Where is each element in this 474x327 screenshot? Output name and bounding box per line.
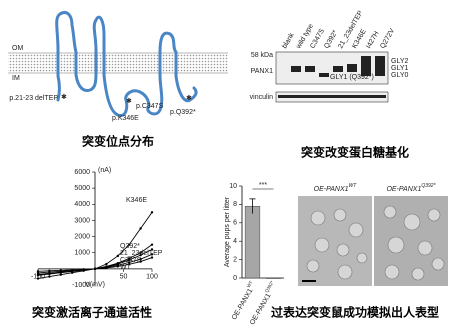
band-label: GLY0	[391, 72, 408, 79]
panx1-topology	[55, 11, 198, 118]
point	[82, 268, 85, 271]
caption: 突变位点分布	[82, 134, 154, 149]
loading-label: vinculin	[250, 94, 273, 101]
mouse-images: OE-PANX1WT OE-PANX1Q392* 过表达突变鼠成功模拟出人表型	[271, 183, 448, 320]
point	[116, 254, 120, 258]
point	[128, 243, 131, 246]
y-tick-label: 2000	[74, 233, 90, 240]
point	[128, 263, 131, 266]
bar	[265, 277, 282, 279]
y-tick-label: 3000	[74, 217, 90, 224]
series-label: Q392*	[120, 243, 140, 250]
y-tick-label: 6000	[74, 169, 90, 176]
y-axis-label: Average pups per litter	[224, 196, 231, 267]
mutation-label: p.21-23 delTEP	[9, 95, 58, 102]
marker-label: 58 kDa	[251, 52, 273, 59]
point	[105, 262, 108, 266]
y-tick-label: 4000	[74, 201, 90, 208]
im-label: IM	[12, 75, 20, 82]
point	[116, 265, 120, 268]
series-label: C347S	[120, 257, 142, 264]
point	[36, 277, 40, 280]
mutation-label: p.C347S	[136, 103, 164, 110]
mutation-label: p.Q392*	[170, 109, 196, 116]
point	[48, 269, 51, 272]
x-tick-label: 100	[146, 274, 158, 281]
category-name: OE-PANX1	[231, 287, 255, 321]
series-label: WT	[120, 264, 132, 271]
y-tick-label: 10	[229, 183, 237, 190]
point	[139, 253, 142, 257]
point	[150, 256, 154, 259]
point	[105, 266, 108, 270]
point	[36, 270, 40, 273]
band-label: GLY1	[391, 65, 408, 72]
category-superscript: Q392*	[264, 280, 275, 294]
y-axis-label: (nA)	[98, 167, 111, 174]
lane-label: Q272V	[379, 27, 396, 50]
mutation-label: p.K346E	[112, 115, 139, 122]
point	[150, 248, 154, 251]
point	[59, 269, 62, 272]
point	[93, 267, 97, 271]
series-label: 21_23delTEP	[120, 250, 163, 257]
image-label: OE-PANX1Q392*	[386, 183, 436, 193]
point	[48, 275, 51, 278]
category-superscript: WT	[246, 280, 254, 289]
x-axis-label: V(mV)	[85, 282, 105, 289]
band-note: GLY1 (Q392*)	[330, 74, 374, 81]
point	[139, 251, 142, 254]
protein-label: PANX1	[251, 68, 274, 75]
topology-panel: OM IM ✱ ✱ ✱ p.21-23 delTEP p.C347S p.K34…	[8, 11, 228, 149]
point	[59, 273, 62, 276]
series-label: K346E	[126, 197, 147, 204]
point	[128, 258, 131, 262]
point	[150, 253, 154, 256]
x-tick-label: 50	[120, 274, 128, 281]
x-tick-label: -100	[31, 274, 45, 281]
lane-label: blank	[281, 31, 296, 49]
caption: 突变激活离子通道活性	[32, 305, 152, 320]
significance: ***	[259, 182, 267, 189]
mutation-marker: ✱	[186, 94, 192, 102]
y-tick-label: 8	[233, 201, 237, 208]
membrane	[8, 53, 228, 73]
y-tick-label: 4	[233, 238, 237, 245]
micrograph	[298, 196, 372, 286]
mutation-marker: ✱	[61, 93, 67, 101]
point	[139, 257, 142, 261]
y-tick-label: 2	[233, 256, 237, 263]
y-tick-label: 6	[233, 220, 237, 227]
point	[150, 211, 154, 214]
y-tick-label: -1000	[72, 282, 90, 289]
blot-panel: 58 kDa PANX1 vinculin GLY2 GLY1 GLY0 GLY…	[250, 51, 409, 160]
band-label: GLY2	[391, 58, 408, 65]
mutation-marker: ✱	[126, 97, 132, 105]
caption: 过表达突变鼠成功模拟出人表型	[271, 305, 439, 320]
point	[71, 268, 74, 272]
category-name: OE-PANX1	[249, 292, 273, 326]
point	[128, 261, 131, 264]
bar	[244, 205, 261, 279]
caption: 突变改变蛋白糖基化	[301, 145, 409, 160]
point	[139, 260, 142, 263]
om-label: OM	[12, 45, 23, 52]
point	[150, 243, 154, 246]
y-tick-label: 1000	[74, 250, 90, 257]
y-tick-label: 5000	[74, 185, 90, 192]
image-label: OE-PANX1WT	[314, 183, 358, 193]
point	[139, 227, 142, 230]
y-tick-label: 0	[233, 275, 237, 282]
